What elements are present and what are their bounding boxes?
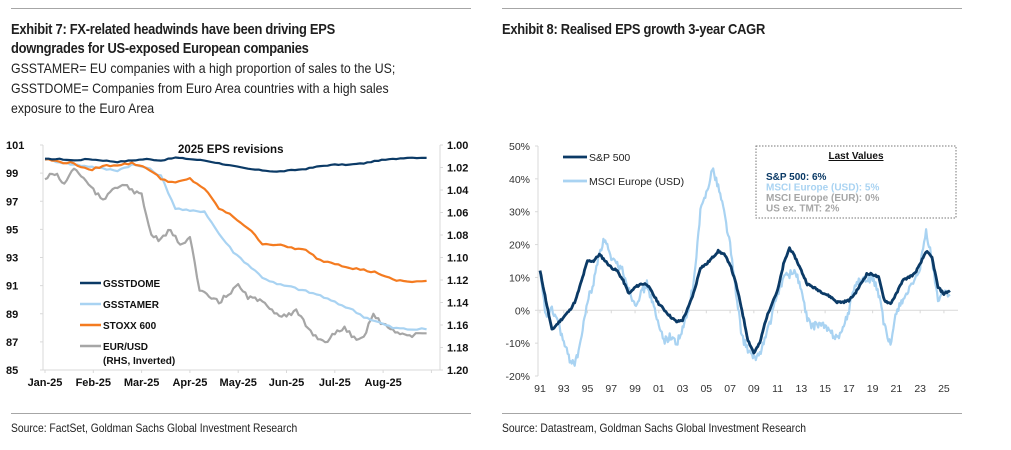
chart1-y-tick-label: 93 (6, 253, 18, 265)
chart2-y-tick-label: 0% (515, 305, 530, 317)
exhibit7-top-rule (11, 8, 471, 9)
legend-label: STOXX 600 (103, 321, 157, 332)
chart1-y-tick-label: 91 (6, 281, 18, 293)
eps-revisions-chart: 2025 EPS revisions 101 99 97 95 93 91 89 87 85 1.… (6, 140, 469, 389)
exhibit7-subtitle-line1: GSSTAMER= EU companies with a high propo… (11, 60, 396, 76)
chart1-y-tick-label: 101 (6, 140, 24, 152)
legend-label: EUR/USD (103, 342, 148, 353)
chart2-x-tick-label: 19 (867, 383, 879, 395)
last-values-entry: S&P 500: 6% (766, 172, 827, 183)
chart1-y-tick-label: 85 (6, 365, 18, 377)
chart1-y2-tick-label: 1.18 (447, 343, 468, 355)
last-values-frame (755, 145, 957, 219)
chart1-y-tick-label: 97 (6, 196, 18, 208)
chart2-x-tick-label: 03 (677, 383, 689, 395)
chart2-axes: 50% 40% 30% 20% 10% 0% -10% -20% 91 93 95 97 99 01 03 0… (505, 141, 958, 395)
chart1-y-tick-label: 89 (6, 309, 18, 321)
chart1-y2-tick-label: 1.16 (447, 320, 468, 332)
exhibit7-subtitle-line3: exposure to the Euro Area (11, 100, 155, 116)
exhibit8-top-rule (502, 8, 962, 9)
chart1-series-gsstdome (45, 156, 427, 173)
exhibit7-subtitle-line2: GSSTDOME= Companies from Euro Area count… (11, 80, 389, 96)
chart2-x-tick-label: 13 (796, 383, 808, 395)
chart2-x-tick-label: 17 (843, 383, 855, 395)
chart1-y2-tick-label: 1.08 (447, 230, 468, 242)
legend-label: GSSTAMER (103, 300, 160, 311)
chart1-series-eurusd (44, 167, 427, 344)
chart1-y-tick-label: 95 (6, 224, 18, 236)
chart1-legend: GSSTDOME GSSTAMER STOXX 600 EUR/USD (RHS, In… (80, 279, 175, 367)
chart2-x-tick-label: 97 (605, 383, 617, 395)
chart1-y-tick-label: 99 (6, 168, 18, 180)
chart1-x-tick-label: May-25 (220, 377, 257, 389)
chart2-x-tick-label: 07 (724, 383, 736, 395)
chart2-y-tick-label: 20% (509, 240, 530, 252)
chart1-series-stoxx (44, 158, 427, 284)
chart1-x-tick-label: Jul-25 (319, 377, 351, 389)
exhibit8-bottom-rule (502, 413, 962, 414)
chart2-x-tick-label: 09 (748, 383, 760, 395)
chart2-series-msci-europe-usd (538, 167, 951, 367)
chart1-y2-tick-label: 1.20 (447, 365, 468, 377)
chart2-x-tick-label: 25 (938, 383, 950, 395)
chart1-x-tick-label: Jun-25 (269, 377, 304, 389)
chart2-x-tick-label: 21 (891, 383, 903, 395)
chart2-legend: S&P 500 MSCI Europe (USD) (563, 152, 684, 188)
chart1-y2-tick-label: 1.12 (447, 275, 468, 287)
legend-label-note: (RHS, Inverted) (103, 356, 175, 367)
last-values-entry: MSCI Europe (USD): 5% (766, 183, 879, 194)
exhibit7-title-line2: downgrades for US-exposed European compa… (11, 40, 309, 57)
chart1-y2-tick-label: 1.06 (447, 208, 468, 220)
exhibit7-source: Source: FactSet, Goldman Sachs Global In… (11, 421, 298, 435)
chart2-x-tick-label: 95 (582, 383, 594, 395)
chart1-y2-tick-label: 1.10 (447, 253, 468, 265)
exhibit7-title-line1: Exhibit 7: FX-related headwinds have bee… (11, 21, 335, 38)
chart2-x-tick-label: 99 (629, 383, 641, 395)
chart1-x-tick-label: Mar-25 (124, 377, 159, 389)
eps-cagr-chart: 50% 40% 30% 20% 10% 0% -10% -20% 91 93 95 97 99 01 03 0… (505, 141, 958, 395)
chart2-series (538, 167, 951, 367)
exhibit8-title: Exhibit 8: Realised EPS growth 3-year CA… (502, 21, 766, 38)
chart1-y-tick-label: 87 (6, 337, 18, 349)
chart1-y2-tick-label: 1.00 (447, 140, 468, 152)
chart2-series-sp500 (538, 246, 951, 355)
chart2-x-tick-label: 05 (700, 383, 712, 395)
chart2-x-tick-label: 23 (914, 383, 926, 395)
chart2-y-tick-label: 50% (509, 141, 530, 153)
chart2-x-tick-label: 11 (772, 383, 783, 395)
last-values-title: Last Values (828, 151, 883, 162)
last-values-entry: US ex. TMT: 2% (766, 204, 839, 215)
chart2-y-tick-label: 30% (509, 207, 530, 219)
chart2-y-tick-label: 40% (509, 174, 530, 186)
chart1-x-tick-label: Aug-25 (364, 377, 401, 389)
last-values-entry: MSCI Europe (EUR): 0% (766, 193, 879, 204)
legend-label: S&P 500 (589, 152, 630, 164)
chart2-x-tick-label: 91 (534, 383, 546, 395)
chart1-x-tick-label: Apr-25 (172, 377, 207, 389)
chart2-x-tick-label: 93 (558, 383, 570, 395)
legend-label: MSCI Europe (USD) (589, 176, 684, 188)
chart1-y2-tick-label: 1.04 (447, 185, 469, 197)
chart1-series (44, 156, 427, 344)
chart2-y-tick-label: -20% (505, 371, 530, 383)
chart1-title: 2025 EPS revisions (178, 144, 283, 156)
chart2-x-tick-label: 01 (653, 383, 665, 395)
chart1-y2-tick-label: 1.14 (447, 298, 469, 310)
chart1-x-tick-label: Feb-25 (76, 377, 111, 389)
chart1-axes: 101 99 97 95 93 91 89 87 85 1.00 1.02 1.04 1.06 1.08 1… (6, 140, 469, 389)
chart2-y-tick-label: -10% (505, 338, 530, 350)
legend-label: GSSTDOME (103, 279, 161, 290)
exhibit7-bottom-rule (11, 413, 471, 414)
chart2-y-tick-label: 10% (509, 272, 530, 284)
chart1-y2-tick-label: 1.02 (447, 163, 468, 175)
exhibit8-source: Source: Datastream, Goldman Sachs Global… (502, 421, 807, 435)
chart2-x-tick-label: 15 (819, 383, 831, 395)
chart1-series-gsstamer (44, 158, 427, 331)
chart1-x-tick-label: Jan-25 (28, 377, 63, 389)
